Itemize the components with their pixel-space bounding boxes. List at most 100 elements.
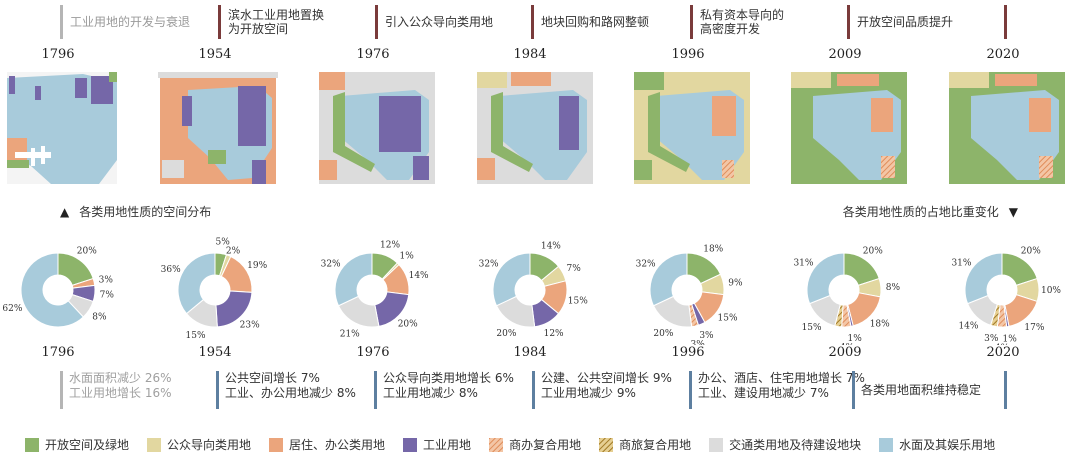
legend-item: 水面及其娱乐用地 — [879, 436, 995, 453]
donut-label: 14% — [958, 322, 978, 332]
donut-label: 10% — [1041, 286, 1061, 296]
donut-label: 20% — [653, 329, 673, 339]
year-label-top: 1976 — [356, 47, 390, 62]
legend-swatch — [709, 437, 724, 452]
donut-label: 15% — [568, 297, 588, 307]
donut-label: 62% — [2, 304, 22, 314]
donut-chart-1976: 12%1% 14% 20% 21% 32% — [321, 240, 429, 339]
land-use-map-1954 — [158, 72, 278, 184]
donut-label: 18% — [870, 320, 890, 330]
phase-header-3: 引入公众导向类用地 — [375, 5, 493, 39]
donut-chart-1954: 5%2% 19% 23% 15% 36% — [161, 238, 268, 341]
change-summary-2: 公共空间增长 7% 工业、办公用地减少 8% — [216, 371, 356, 409]
legend-swatch — [879, 437, 894, 452]
change-summary-4: 公建、公共空间增长 9% 工业用地减少 9% — [532, 371, 672, 409]
donut-label: 31% — [793, 258, 813, 268]
year-label-top: 2009 — [828, 47, 862, 62]
legend-swatch — [147, 437, 162, 452]
legend-item: 居住、办公类用地 — [269, 436, 385, 453]
year-label-bottom: 1976 — [356, 345, 390, 360]
donut-label: 32% — [479, 260, 499, 270]
donut-label: 20% — [398, 320, 418, 330]
donut-label: 15% — [186, 331, 206, 341]
triangle-down-icon: ▼ — [1008, 204, 1018, 219]
legend-swatch — [599, 437, 614, 452]
legend-item: 开放空间及绿地 — [25, 436, 129, 453]
donut-label: 31% — [951, 258, 971, 268]
donut-label: 32% — [321, 260, 341, 270]
year-label-top: 1984 — [513, 47, 547, 62]
legend-item: 公众导向类用地 — [147, 436, 251, 453]
donut-label: 32% — [636, 260, 656, 270]
change-end-divider — [1004, 371, 1007, 409]
donut-label: 4% — [995, 343, 1010, 345]
legend-item: 交通类用地及待建设地块 — [709, 436, 861, 453]
donut-label: 36% — [161, 265, 181, 275]
year-label-top: 2020 — [986, 47, 1020, 62]
donut-label: 4% — [840, 343, 855, 345]
donut-label: 1% — [848, 334, 863, 344]
legend-item: 商办复合用地 — [489, 436, 581, 453]
donut-label: 8% — [886, 283, 901, 293]
donut-label: 20% — [77, 246, 97, 256]
legend-swatch — [25, 437, 39, 452]
year-label-bottom: 1984 — [513, 345, 547, 360]
year-label-top: 1954 — [198, 47, 232, 62]
donut-chart-2020: 20% 10% 17% 1%4%3% 14% 31% — [951, 246, 1061, 345]
land-use-map-1996 — [634, 72, 750, 184]
legend-item: 商旅复合用地 — [599, 436, 691, 453]
donut-label: 14% — [409, 271, 429, 281]
donut-label: 1% — [1003, 334, 1018, 344]
change-summary-6: 各类用地面积维持稳定 — [852, 371, 981, 409]
legend-item: 工业用地 — [403, 436, 471, 453]
donut-label: 5% — [216, 238, 231, 248]
legend-swatch — [403, 437, 418, 452]
year-label-bottom: 2020 — [986, 345, 1020, 360]
phase-header-1: 工业用地的开发与衰退 — [60, 5, 190, 39]
legend: 开放空间及绿地 公众导向类用地 居住、办公类用地 工业用地 商办复合用地 商旅复… — [25, 436, 1013, 453]
donut-label: 2% — [226, 247, 241, 257]
donut-label: 1% — [400, 251, 415, 261]
donut-slice — [20, 252, 85, 328]
donut-chart-1996: 18% 9% 15% 3%3% 20% 32% — [636, 245, 743, 345]
legend-swatch — [269, 437, 284, 452]
change-summary-5: 办公、酒店、住宅用地增长 7% 工业、建设用地减少 7% — [689, 371, 865, 409]
donut-label: 8% — [92, 312, 107, 322]
donut-label: 23% — [240, 321, 260, 331]
donut-label: 7% — [567, 264, 582, 274]
phase-header-5: 私有资本导向的 高密度开发 — [690, 5, 784, 39]
donut-chart-1984: 14% 7% 15% 12% 20% 32% — [479, 242, 589, 339]
land-use-map-2009 — [791, 72, 907, 184]
year-label-bottom: 1796 — [41, 345, 75, 360]
phase-end-divider — [1004, 5, 1007, 39]
donut-label: 9% — [728, 278, 743, 288]
donut-label: 20% — [1021, 246, 1041, 256]
change-summary-3: 公众导向类用地增长 6% 工业用地减少 8% — [374, 371, 514, 409]
land-use-map-2020 — [949, 72, 1065, 184]
donut-label: 20% — [863, 246, 883, 256]
caption-spatial: ▲ 各类用地性质的空间分布 — [60, 204, 212, 220]
phase-header-4: 地块回购和路网整顿 — [531, 5, 649, 39]
donut-label: 12% — [544, 329, 564, 339]
donut-label: 18% — [703, 245, 723, 255]
legend-swatch — [489, 437, 504, 452]
donut-label: 15% — [718, 314, 738, 324]
donut-slice — [492, 252, 531, 307]
donut-label: 3% — [691, 340, 706, 345]
donut-slice — [964, 252, 1003, 305]
donut-slice — [177, 252, 216, 315]
land-use-map-1976 — [319, 72, 435, 184]
donut-label: 20% — [496, 329, 516, 339]
donut-slice — [1004, 294, 1038, 327]
donut-slice — [334, 252, 373, 307]
donut-label: 3% — [984, 334, 999, 344]
donut-label: 17% — [1024, 323, 1044, 333]
caption-proportion: 各类用地性质的占地比重变化 ▼ — [842, 204, 1018, 220]
donut-label: 12% — [380, 240, 400, 250]
donut-label: 7% — [100, 291, 115, 301]
change-summary-1: 水面面积减少 26% 工业用地增长 16% — [60, 371, 172, 409]
donut-slice — [649, 252, 688, 307]
donut-chart-1796: 20% 3% 7% 8% 62% — [2, 246, 115, 328]
year-label-bottom: 1954 — [198, 345, 232, 360]
triangle-up-icon: ▲ — [60, 204, 70, 219]
